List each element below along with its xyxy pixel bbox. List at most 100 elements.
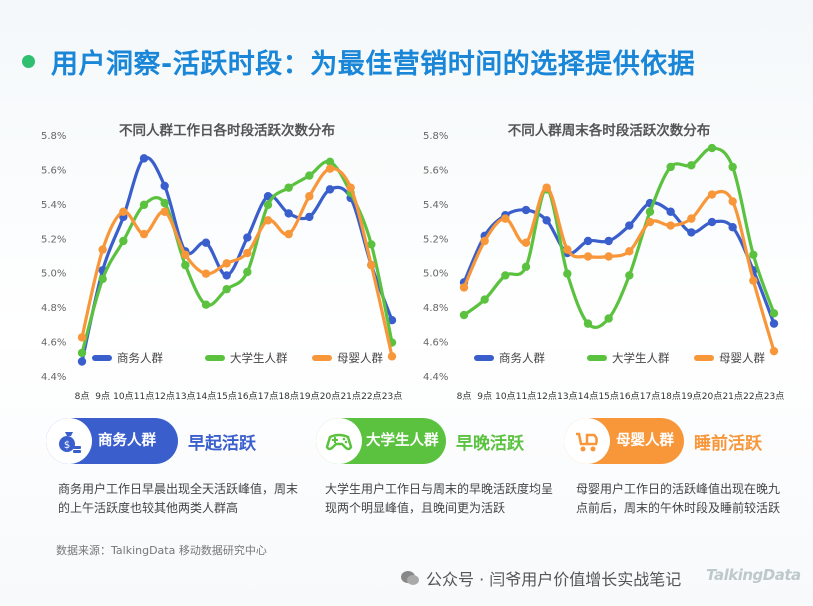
data-point [769,309,779,318]
card-student-header: 大学生人群 早晚活跃 [316,416,524,466]
data-point [645,207,655,216]
x-tick-label: 18点 [660,391,680,402]
gamepad-icon [316,418,362,464]
data-point [201,238,211,247]
data-point [769,319,779,328]
data-point [284,229,293,239]
chart-title: 不同人群周末各时段活跃次数分布 [508,122,711,139]
legend-label: 母婴人群 [337,351,383,365]
page-title: 用户洞察-活跃时段：为最佳营销时间的选择提供依据 [51,49,696,80]
data-point [325,157,335,167]
data-point [604,252,613,261]
weekday-activity-chart: 不同人群工作日各时段活跃次数分布 4.4% 4.6% 4.8% 5.0% 5.2% 5.4%… [41,122,402,402]
money-bag-icon: $ [46,418,92,464]
y-tick-label: 4.4% [423,372,448,383]
data-point [728,223,737,232]
x-tick-label: 22点 [743,391,763,402]
x-tick-label: 16点 [237,391,257,402]
data-point [305,192,314,201]
series-line [80,166,394,358]
data-point [284,209,293,218]
wechat-icon [401,571,419,585]
data-point [160,181,169,191]
data-point [480,295,489,304]
data-point [687,228,696,237]
y-tick-label: 5.8% [423,131,448,142]
data-point [98,245,107,254]
data-point [346,183,355,192]
data-point [521,262,531,272]
data-point [480,236,489,246]
title-bullet-dot [22,55,35,68]
x-tick-label: 15点 [598,391,618,402]
x-tick-label: 9点 [477,391,492,402]
data-point [181,260,190,270]
data-point [98,274,107,284]
x-tick-label: 8点 [75,391,90,402]
x-tick-label: 21点 [340,391,360,402]
x-tick-label: 18点 [278,391,298,402]
data-point [387,352,397,361]
data-point [563,245,572,254]
data-point [201,300,211,309]
data-point [160,207,169,216]
x-tick-label: 16点 [619,391,639,402]
series-line [462,201,776,326]
data-point [666,221,675,230]
wechat-watermark: 公众号 · 闫爷用户价值增长实战笔记 [400,566,681,590]
data-point [625,221,634,230]
data-point [604,236,613,246]
card-business-pill: $ 商务人群 [46,418,178,464]
data-point [139,154,149,163]
data-point [521,205,531,215]
data-point [367,260,376,270]
x-tick-label: 12点 [154,391,174,402]
data-point [243,248,252,258]
y-tick-label: 4.8% [41,303,66,314]
x-tick-label: 11点 [134,391,154,402]
data-point [119,207,128,216]
data-point [325,164,335,173]
data-point [201,269,211,278]
card-student-label: 大学生人群 [366,433,439,449]
data-point [687,214,696,223]
data-point [139,200,149,210]
data-point [563,269,572,278]
data-point [160,198,169,208]
card-student-pill: 大学生人群 [316,418,446,464]
data-point [305,212,314,222]
card-business-header: $ 商务人群 早起活跃 [46,416,256,466]
data-point [707,217,717,227]
x-tick-label: 20点 [320,391,340,402]
data-point [325,185,335,194]
weekend-activity-chart: 不同人群周末各时段活跃次数分布 4.4% 4.6% 4.8% 5.0% 5.2% 5.4% 5… [423,122,784,402]
svg-text:$: $ [64,440,70,451]
data-point [77,348,87,358]
y-tick-label: 5.4% [41,200,66,211]
data-point [243,233,252,242]
x-tick-label: 19点 [299,391,319,402]
series-line [462,186,776,353]
x-tick-label: 20点 [702,391,722,402]
x-tick-label: 8点 [457,391,472,402]
y-tick-label: 5.4% [423,200,448,211]
data-point [749,250,758,259]
talkingdata-logo: TalkingData [706,566,801,584]
baby-stroller-icon [564,418,610,464]
data-point [542,216,551,225]
data-point [367,240,376,249]
data-point [583,252,593,261]
data-point [666,162,675,172]
data-point [222,271,231,280]
y-tick-label: 4.8% [423,303,448,314]
chart-title: 不同人群工作日各时段活跃次数分布 [119,122,335,139]
series-line [80,155,394,364]
data-point [583,319,593,328]
data-point [521,238,531,247]
data-point [666,207,675,216]
data-point [728,162,737,172]
data-point [77,333,87,342]
data-point [707,143,717,153]
data-point [501,214,510,223]
data-source-note: 数据来源：TalkingData 移动数据研究中心 [56,544,267,557]
